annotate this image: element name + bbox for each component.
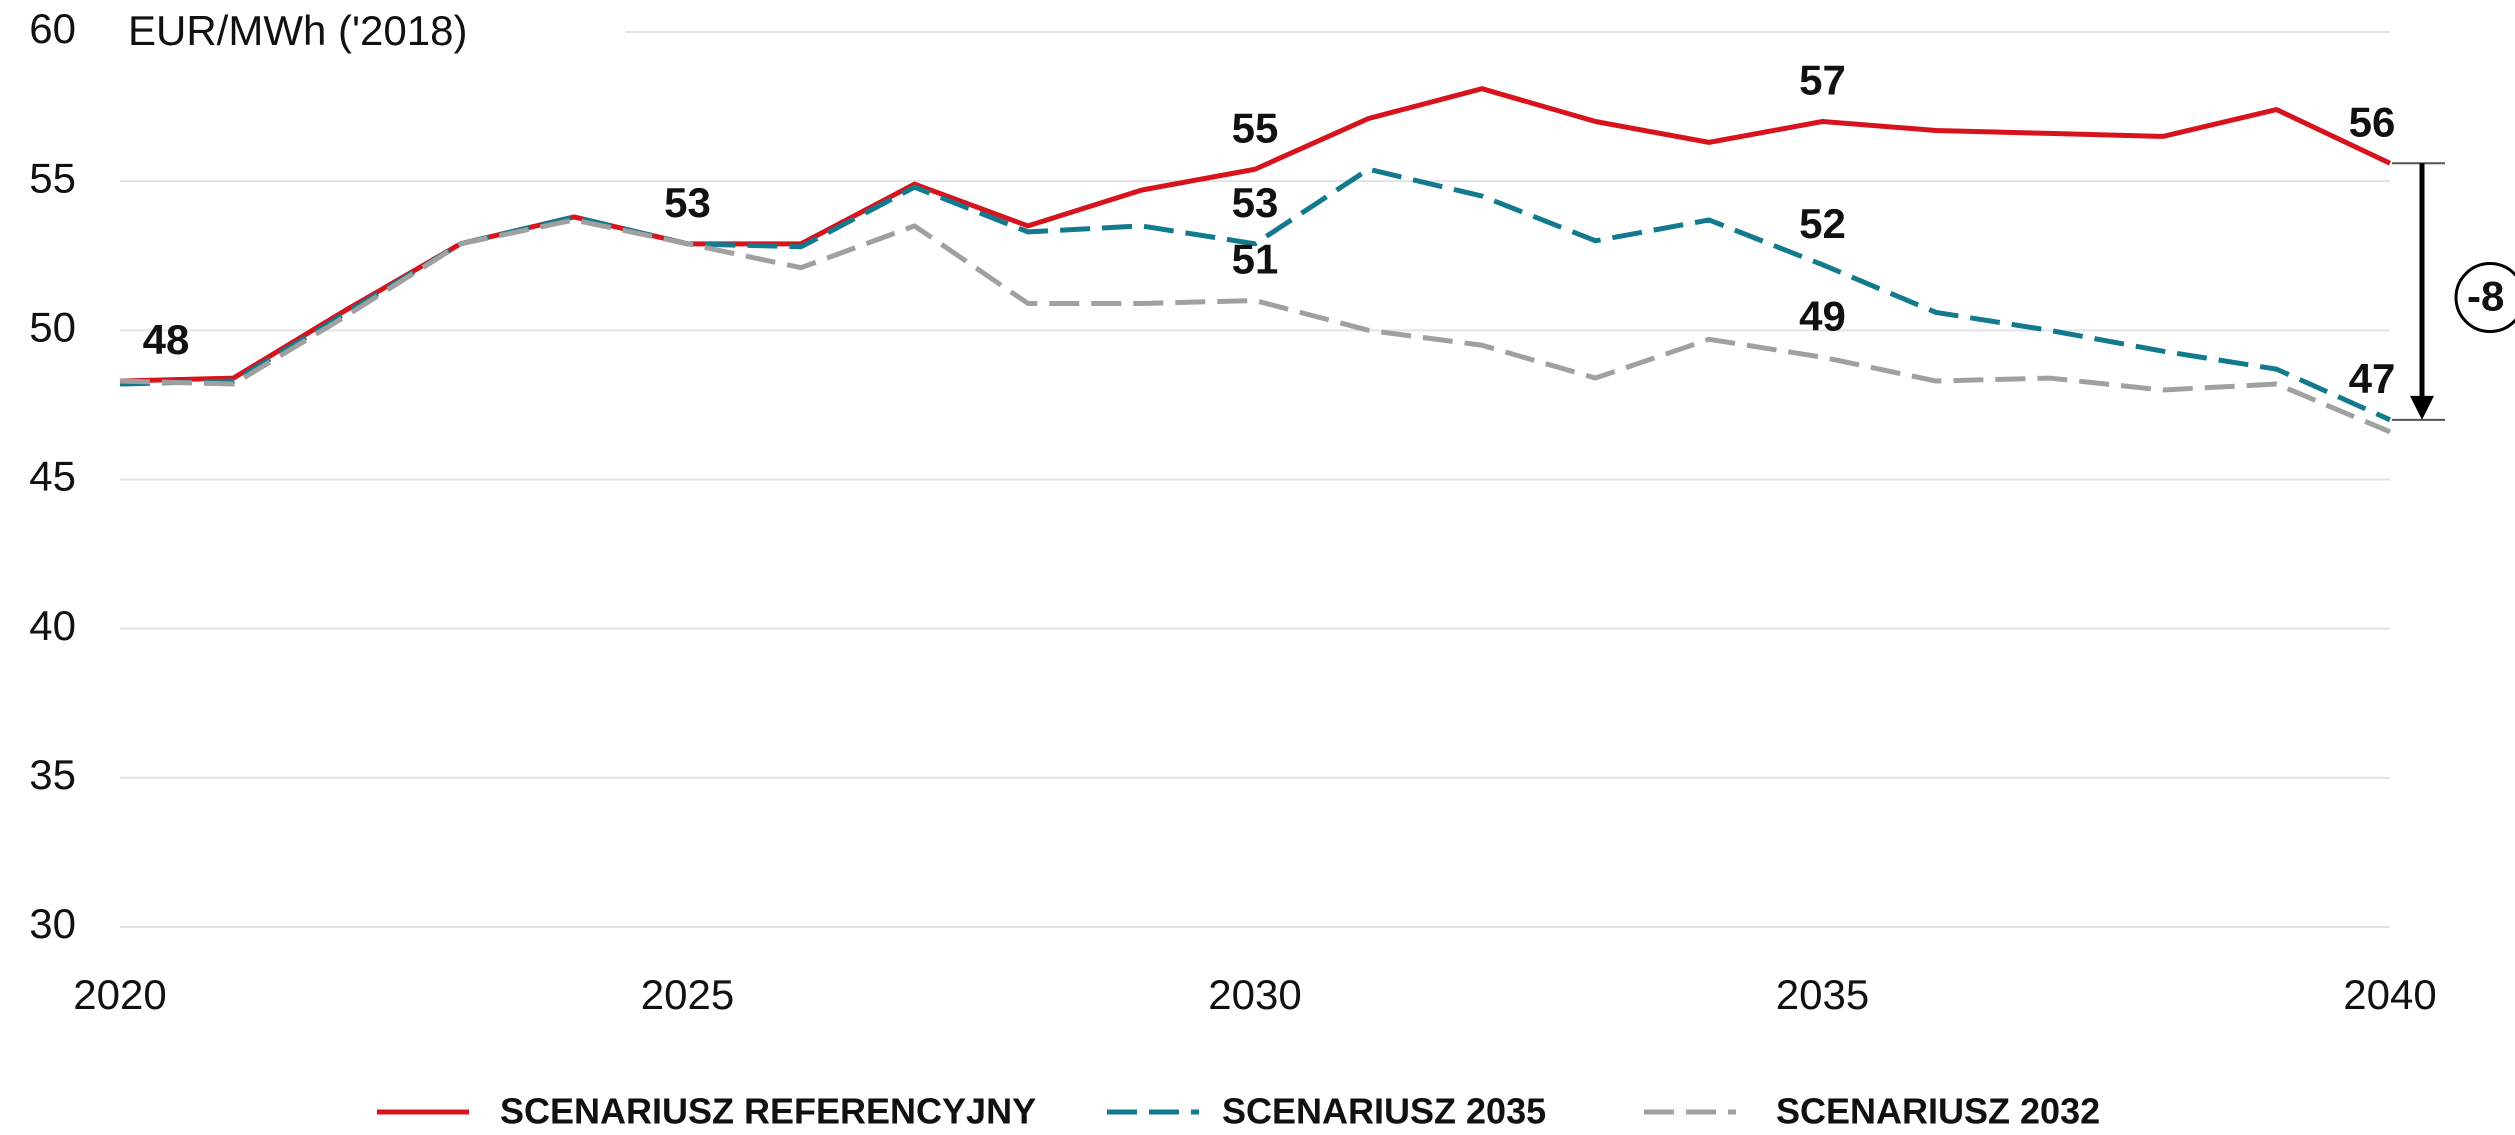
y-tick-label: 40 (29, 602, 76, 649)
y-tick-label: 50 (29, 303, 76, 350)
data-label: 55 (1232, 104, 1279, 151)
x-tick-label: 2020 (73, 971, 166, 1018)
x-tick-label: 2025 (641, 971, 734, 1018)
y-tick-label: 30 (29, 900, 76, 947)
y-tick-label: 45 (29, 453, 76, 500)
y-tick-label: 35 (29, 751, 76, 798)
x-tick-label: 2035 (1776, 971, 1869, 1018)
y-tick-label: 55 (29, 154, 76, 201)
data-label: 56 (2349, 98, 2396, 145)
data-label: 53 (664, 179, 711, 226)
series-line (119, 86, 2392, 384)
x-tick-label: 2030 (1208, 971, 1301, 1018)
arrow-head (2410, 395, 2434, 420)
data-label: 51 (1232, 236, 1279, 283)
legend-label: SCENARIUSZ REFERENCYJNY (500, 1091, 1036, 1132)
legend-label: SCENARIUSZ 2035 (1222, 1091, 1546, 1132)
series-line (119, 217, 2391, 435)
data-label: 47 (2349, 355, 2396, 402)
series-line (119, 166, 2392, 423)
legend-label: SCENARIUSZ 2032 (1776, 1091, 2100, 1132)
data-label: 53 (1232, 179, 1279, 226)
data-label: 57 (1799, 57, 1846, 104)
x-tick-label: 2040 (2343, 971, 2436, 1018)
y-axis-label: EUR/MWh ('2018) (128, 7, 467, 54)
data-label: 48 (143, 316, 190, 363)
y-tick-label: 60 (29, 5, 76, 52)
annotation: -8 (2467, 273, 2504, 320)
data-label: 52 (1799, 200, 1846, 247)
data-label: 49 (1799, 292, 1846, 339)
annotation-circle (2454, 262, 2515, 334)
